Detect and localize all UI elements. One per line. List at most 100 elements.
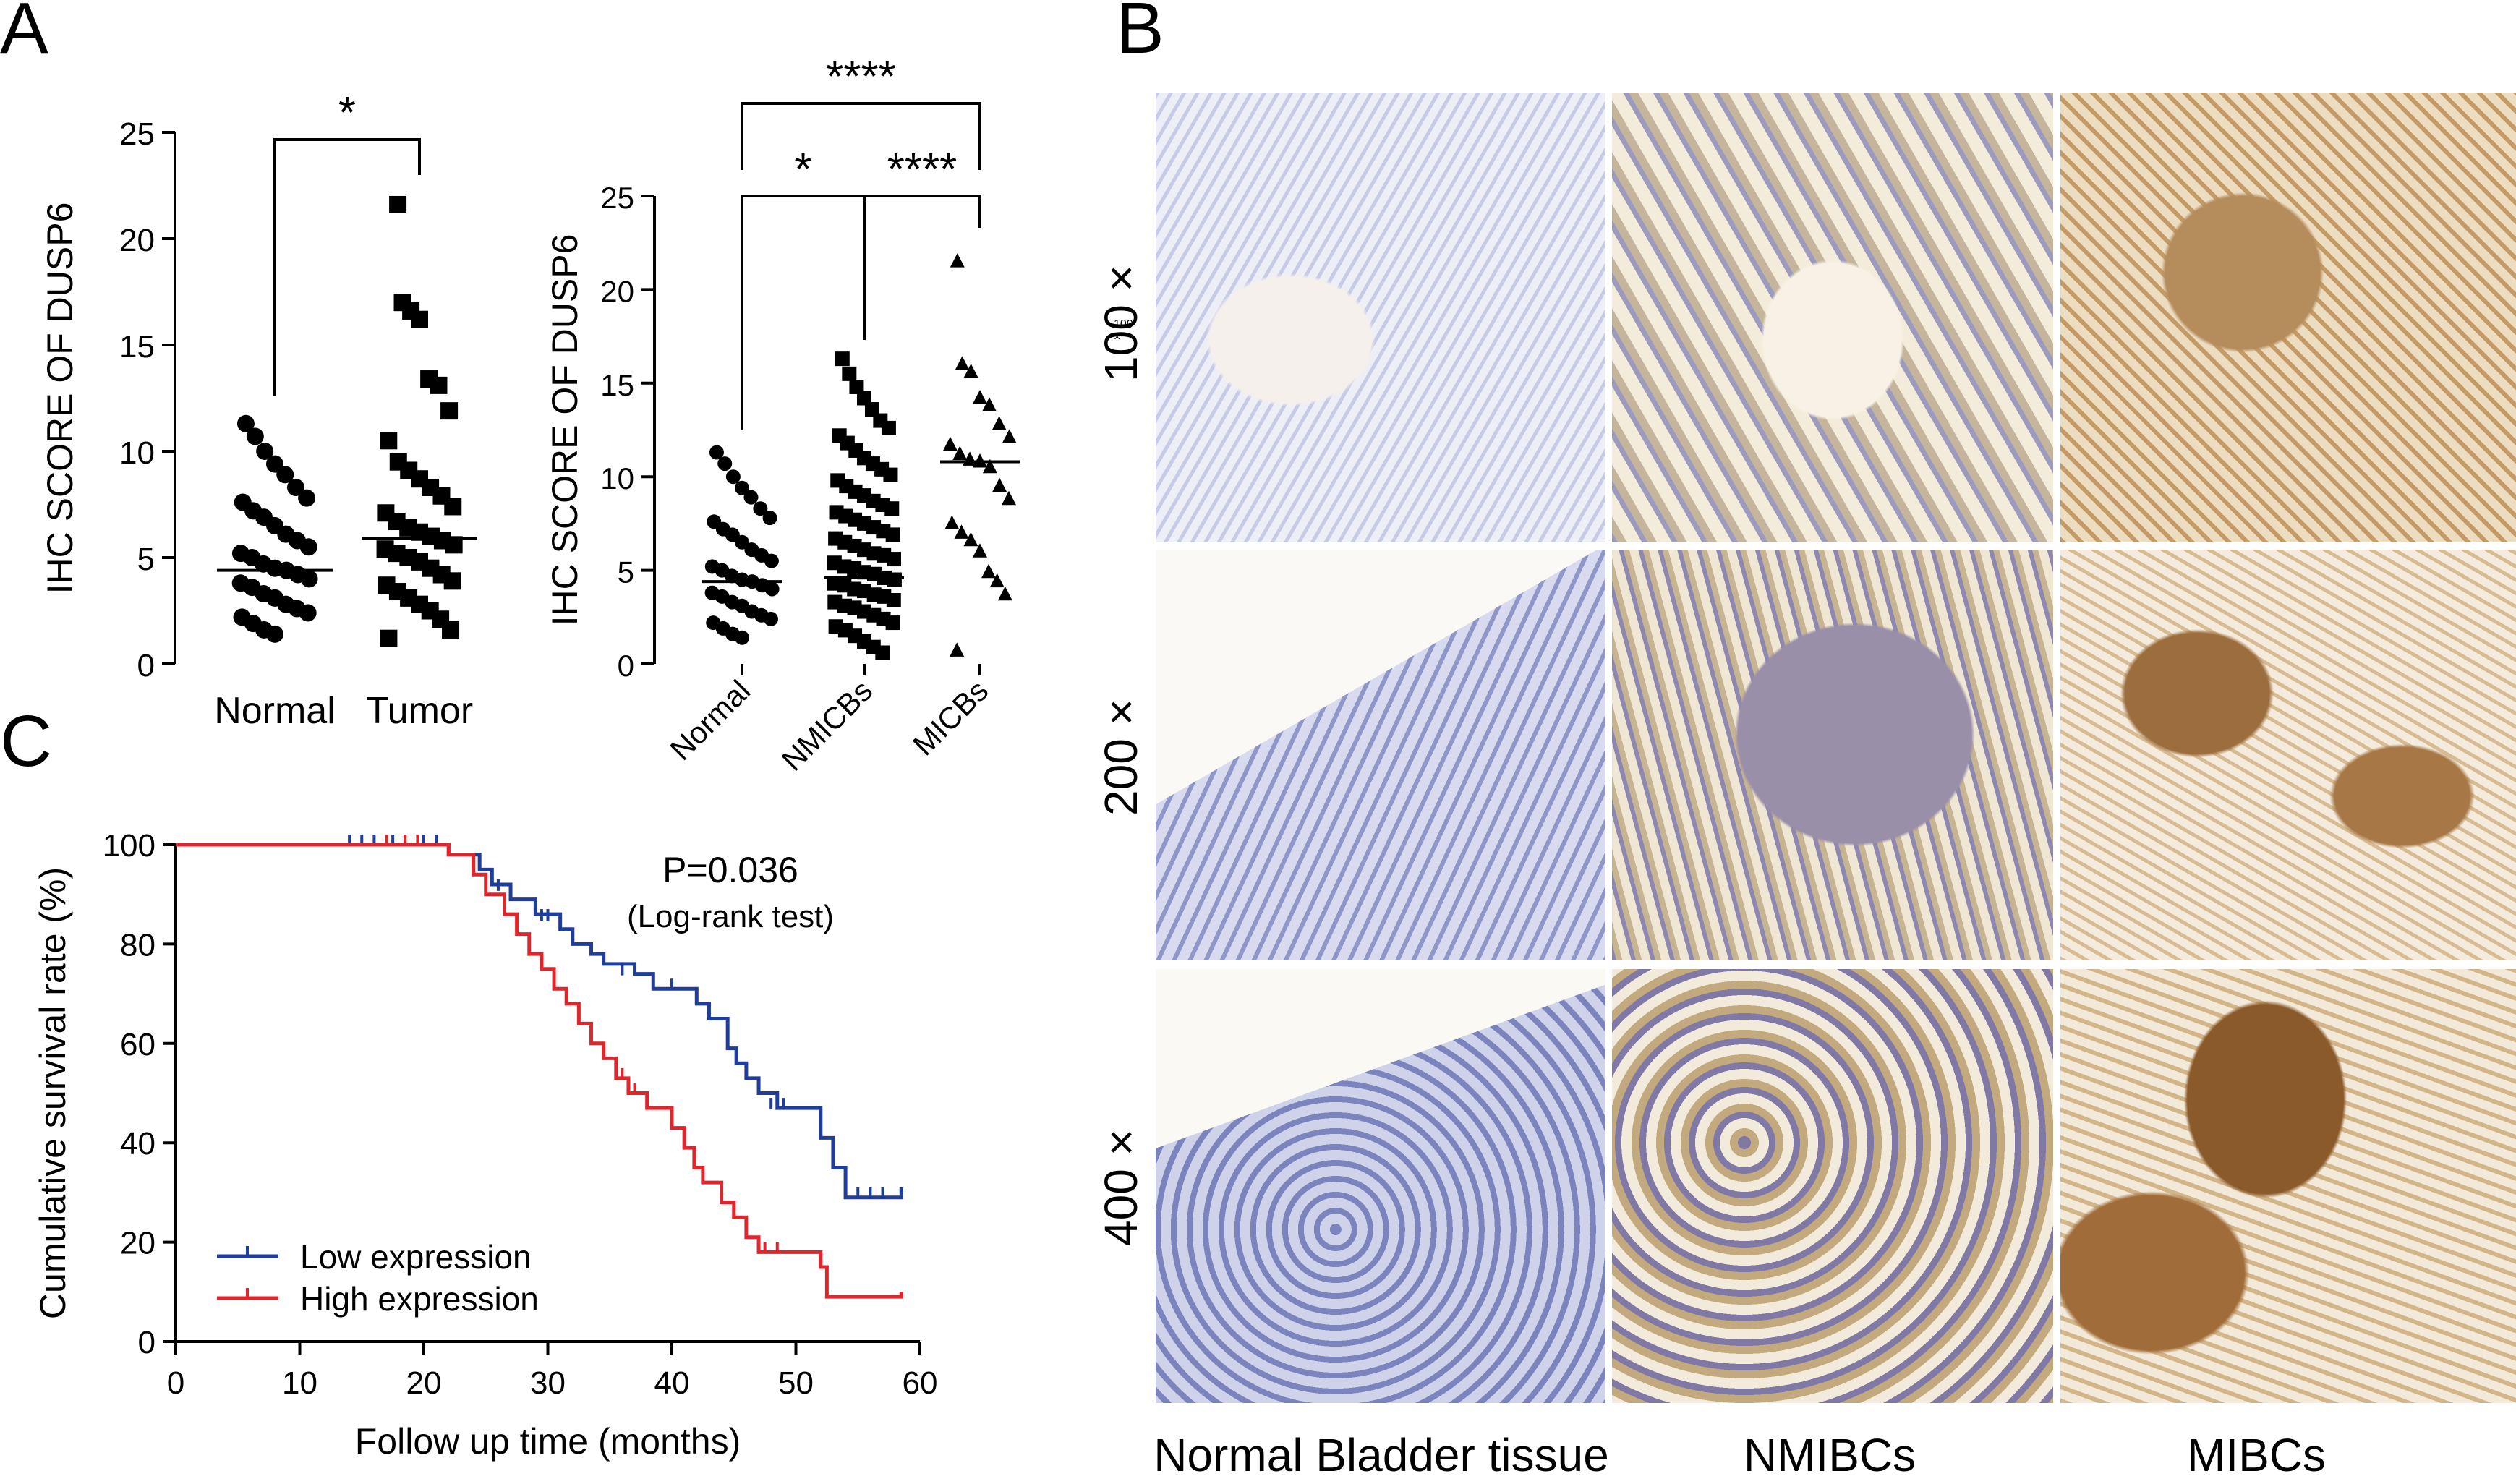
A-right-point — [881, 420, 896, 435]
A-right-point — [864, 402, 879, 417]
A-right-y-tick-label: 25 — [600, 181, 634, 215]
A-right-significance-label: * — [794, 145, 811, 195]
A-right-point — [835, 351, 850, 367]
A-right-y-axis-label: IHC SCORE OF DUSP6 — [545, 234, 585, 626]
tile-mibc-400x — [2060, 969, 2516, 1403]
col-label-nmibc: NMIBCs — [1743, 1429, 1916, 1481]
A-right-y-tick-label: 0 — [618, 649, 634, 683]
A-left-point — [444, 498, 462, 516]
A-left-y-axis-label: IHC SCORE OF DUSP6 — [40, 202, 80, 594]
A-right-point — [709, 445, 724, 460]
tile-nmibc-400x — [1612, 969, 2053, 1403]
A-left-point — [443, 572, 461, 590]
km-y-axis-label: Cumulative survival rate (%) — [33, 867, 73, 1319]
A-left-point — [256, 443, 274, 460]
A-left-point — [300, 570, 318, 588]
A-left-point — [411, 310, 428, 328]
km-y-tick-label: 80 — [120, 927, 155, 963]
A-right-point — [764, 553, 779, 568]
A-right-point — [735, 630, 749, 645]
A-right-category-label: NMICBs — [775, 673, 879, 777]
km-y-tick-label: 100 — [103, 828, 155, 863]
km-x-tick-label: 60 — [903, 1365, 938, 1401]
A-left-point — [299, 604, 317, 622]
A-right-point — [883, 467, 898, 482]
tile-mibc-100x — [2060, 93, 2516, 542]
tile-normal-400x — [1156, 969, 1605, 1403]
A-right-point — [952, 445, 968, 461]
A-right-point — [1002, 429, 1017, 443]
A-left-y-tick-label: 15 — [119, 329, 155, 364]
A-left-point — [299, 538, 317, 556]
A-right-significance-label: **** — [887, 145, 958, 195]
km-y-tick-label: 40 — [120, 1126, 155, 1161]
A-right-category-label: Normal — [663, 673, 756, 767]
A-left-category-label: Tumor — [366, 690, 473, 732]
A-right-point — [717, 456, 733, 472]
A-left-y-tick-label: 0 — [137, 648, 155, 683]
A-right-point — [762, 511, 777, 526]
A-right-point — [857, 391, 871, 406]
col-label-normal: Normal Bladder tissue — [1153, 1429, 1609, 1481]
km-x-tick-label: 40 — [654, 1365, 690, 1401]
A-right-point — [981, 563, 997, 579]
A-left-significance-label: * — [338, 88, 356, 138]
A-right-point — [963, 532, 978, 547]
col-label-mibc: MIBCs — [2187, 1429, 2326, 1481]
A-right-point — [955, 356, 970, 370]
A-right-point — [954, 524, 969, 539]
km-x-tick-label: 0 — [167, 1365, 184, 1401]
A-right-point — [753, 501, 768, 516]
A-right-point — [982, 459, 997, 474]
A-left-point — [298, 489, 316, 507]
panel-label-b: B — [1116, 0, 1164, 69]
A-right-point — [992, 477, 1007, 492]
A-right-point — [997, 586, 1012, 601]
km-x-tick-label: 50 — [778, 1365, 814, 1401]
km-x-tick-label: 20 — [406, 1365, 442, 1401]
km-x-tick-label: 30 — [530, 1365, 566, 1401]
km-test-name: (Log-rank test) — [627, 899, 834, 934]
A-right-point — [849, 379, 864, 394]
km-y-tick-label: 20 — [120, 1226, 155, 1261]
A-left-point — [287, 478, 305, 496]
tile-normal-200x — [1156, 550, 1605, 960]
panel-label-a: A — [0, 0, 48, 69]
A-left-point — [246, 427, 264, 445]
A-right-significance-bracket — [741, 102, 981, 170]
A-right-point — [886, 552, 901, 567]
A-right-point — [842, 366, 857, 381]
km-p-value: P=0.036 — [662, 850, 798, 890]
A-left-point — [266, 625, 283, 643]
A-right-point — [764, 581, 780, 597]
A-right-point — [963, 363, 978, 378]
row-label-200x-text: 200 × — [1095, 699, 1147, 816]
A-left-point — [440, 402, 459, 420]
A-right-point — [885, 615, 900, 631]
A-left-y-tick-label: 20 — [119, 223, 155, 258]
A-right-point — [992, 416, 1007, 430]
A-right-point — [1001, 490, 1016, 506]
A-right-significance-bracket — [863, 195, 981, 329]
A-right-point — [950, 642, 965, 657]
A-left-point — [380, 629, 398, 647]
A-left-point — [266, 455, 283, 473]
A-right-point — [973, 543, 987, 558]
km-legend-label: Low expression — [300, 1238, 532, 1276]
row-label-400x-text: 400 × — [1095, 1129, 1147, 1246]
A-right-point — [981, 397, 997, 411]
A-right-point — [944, 515, 960, 529]
A-right-point — [743, 490, 759, 505]
A-right-point — [763, 611, 778, 626]
A-left-point — [389, 195, 407, 213]
A-right-point — [725, 469, 741, 485]
tile-normal-100x — [1156, 93, 1605, 542]
km-legend-label: High expression — [300, 1280, 539, 1318]
A-right-significance-bracket — [741, 195, 866, 430]
A-right-significance-label: **** — [826, 52, 896, 102]
A-right-point — [735, 480, 749, 495]
A-right-point — [885, 527, 900, 542]
histology-grid — [1156, 93, 2516, 1403]
A-right-point — [884, 501, 900, 516]
A-left-point — [380, 432, 398, 450]
